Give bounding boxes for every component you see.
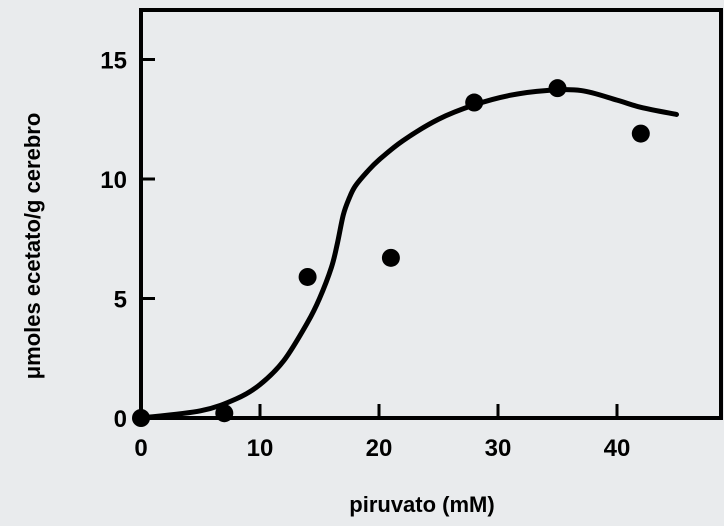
- fit-line: [138, 87, 679, 421]
- data-point: [298, 267, 317, 286]
- data-point: [215, 404, 234, 423]
- data-point: [465, 93, 484, 112]
- y-axis-label: μmoles ecetato/g cerebro: [20, 113, 45, 380]
- plot-frame: [139, 8, 723, 420]
- points-layer: [132, 79, 650, 427]
- x-tick-label: 40: [604, 435, 631, 462]
- y-tick-label: 0: [114, 406, 127, 433]
- x-tick-label: 10: [247, 435, 274, 462]
- y-tick-label: 5: [114, 287, 127, 314]
- x-tick-label: 20: [366, 435, 393, 462]
- data-point: [548, 79, 567, 98]
- x-axis-label: piruvato (mM): [349, 492, 494, 517]
- tick-layer: 0 10 20 30 40 0 5 10 15: [100, 48, 630, 463]
- x-tick-label: 0: [134, 435, 147, 462]
- x-tick-label: 30: [485, 435, 512, 462]
- y-tick-label: 15: [100, 48, 127, 75]
- data-point: [631, 124, 650, 143]
- data-point: [381, 248, 400, 267]
- y-tick-label: 10: [100, 167, 127, 194]
- data-point: [132, 409, 150, 427]
